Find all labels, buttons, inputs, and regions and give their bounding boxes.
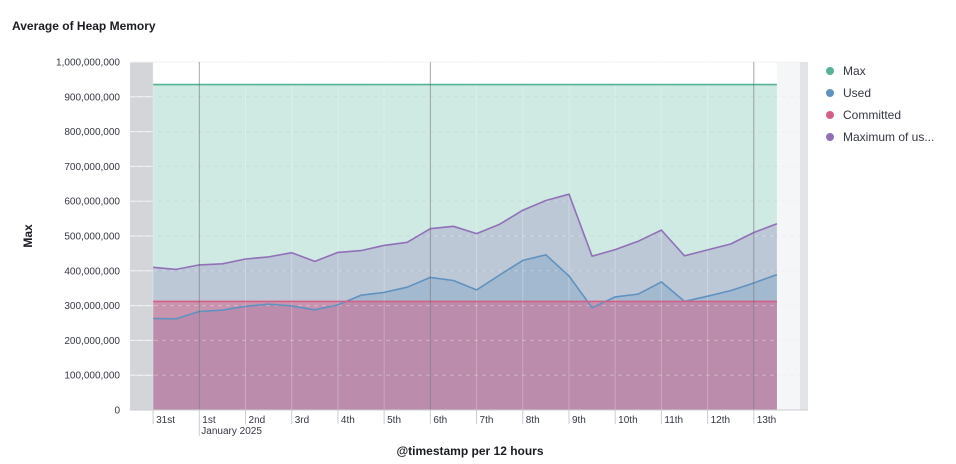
series-line-used[interactable] bbox=[153, 254, 778, 320]
x-tick-label: 3rd bbox=[295, 415, 309, 426]
legend: Max Used Committed Maximum of us... bbox=[826, 60, 934, 148]
x-tick-label: 6th bbox=[433, 415, 447, 426]
y-axis-title: Max bbox=[21, 224, 35, 248]
legend-label: Max bbox=[843, 64, 866, 78]
y-tick-label: 200,000,000 bbox=[64, 336, 120, 347]
legend-label: Maximum of us... bbox=[843, 130, 935, 144]
x-tick-label: 10th bbox=[618, 415, 637, 426]
y-tick-label: 700,000,000 bbox=[64, 162, 120, 173]
x-tick-label: 8th bbox=[526, 415, 540, 426]
y-tick-label: 0 bbox=[114, 406, 120, 417]
legend-item[interactable]: Max bbox=[826, 60, 934, 82]
legend-swatch-icon bbox=[826, 67, 834, 75]
x-tick-label: 4th bbox=[341, 415, 355, 426]
legend-swatch-icon bbox=[826, 89, 834, 97]
x-tick-label: 1st bbox=[202, 415, 216, 426]
legend-item[interactable]: Committed bbox=[826, 104, 934, 126]
y-tick-label: 600,000,000 bbox=[64, 197, 120, 208]
legend-item[interactable]: Maximum of us... bbox=[826, 126, 934, 148]
x-tick-label: 31st bbox=[156, 415, 175, 426]
y-tick-label: 1,000,000,000 bbox=[56, 58, 120, 69]
x-tick-label: 9th bbox=[572, 415, 586, 426]
x-tick-label: 12th bbox=[711, 415, 730, 426]
legend-swatch-icon bbox=[826, 111, 834, 119]
legend-item[interactable]: Used bbox=[826, 82, 934, 104]
x-tick-label: 11th bbox=[664, 415, 683, 426]
series-line-maximum-of-us[interactable] bbox=[153, 193, 778, 271]
x-tick-label: 2nd bbox=[249, 415, 266, 426]
y-tick-label: 300,000,000 bbox=[64, 301, 120, 312]
legend-swatch-icon bbox=[826, 133, 834, 141]
x-tick-label: 13th bbox=[757, 415, 776, 426]
area-committed bbox=[153, 301, 777, 410]
legend-label: Used bbox=[843, 86, 872, 100]
y-tick-label: 100,000,000 bbox=[64, 371, 120, 382]
y-tick-label: 800,000,000 bbox=[64, 127, 120, 138]
chart-title: Average of Heap Memory bbox=[12, 19, 156, 33]
x-tick-label: 7th bbox=[480, 415, 494, 426]
scroll-band bbox=[800, 62, 808, 410]
x-tick-label: 5th bbox=[387, 415, 401, 426]
x-tick-sublabel: January 2025 bbox=[201, 426, 262, 437]
legend-label: Committed bbox=[843, 108, 902, 122]
y-tick-label: 900,000,000 bbox=[64, 92, 120, 103]
y-tick-label: 500,000,000 bbox=[64, 232, 120, 243]
y-tick-label: 400,000,000 bbox=[64, 266, 120, 277]
x-axis-title: @timestamp per 12 hours bbox=[396, 444, 543, 458]
